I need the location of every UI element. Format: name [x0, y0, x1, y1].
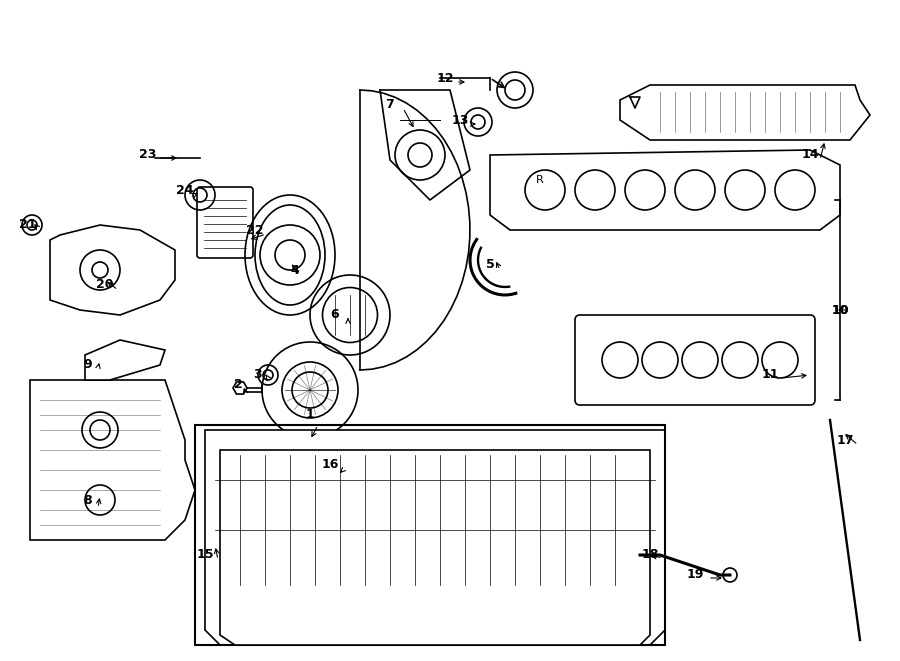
Text: 23: 23 [140, 149, 157, 161]
Text: 6: 6 [330, 309, 339, 321]
Text: 18: 18 [642, 549, 659, 561]
Text: 2: 2 [234, 379, 242, 391]
Text: 4: 4 [291, 264, 300, 276]
Text: 1: 1 [306, 408, 314, 422]
Text: 3: 3 [254, 368, 262, 381]
Text: 22: 22 [247, 223, 264, 237]
Text: 12: 12 [436, 71, 454, 85]
Polygon shape [205, 430, 665, 645]
Text: 24: 24 [176, 184, 194, 196]
Text: 10: 10 [832, 303, 849, 317]
Text: 21: 21 [19, 219, 37, 231]
Text: 9: 9 [84, 358, 93, 371]
Polygon shape [220, 450, 650, 645]
Polygon shape [233, 382, 247, 394]
Text: 10: 10 [832, 303, 849, 317]
Text: 17: 17 [836, 434, 854, 446]
Polygon shape [620, 85, 870, 140]
Text: 14: 14 [801, 149, 819, 161]
Text: 8: 8 [84, 494, 93, 506]
Text: R: R [536, 175, 544, 185]
Text: 20: 20 [96, 278, 113, 292]
Text: 7: 7 [385, 98, 394, 112]
Polygon shape [490, 150, 840, 230]
Text: 13: 13 [451, 114, 469, 126]
Text: 19: 19 [687, 568, 704, 582]
Polygon shape [30, 380, 195, 540]
Text: 11: 11 [761, 368, 778, 381]
Text: 15: 15 [196, 549, 214, 561]
Text: 5: 5 [486, 258, 494, 272]
Polygon shape [50, 225, 175, 315]
Text: 16: 16 [321, 459, 338, 471]
Polygon shape [85, 340, 165, 380]
Bar [195, 425, 665, 645]
